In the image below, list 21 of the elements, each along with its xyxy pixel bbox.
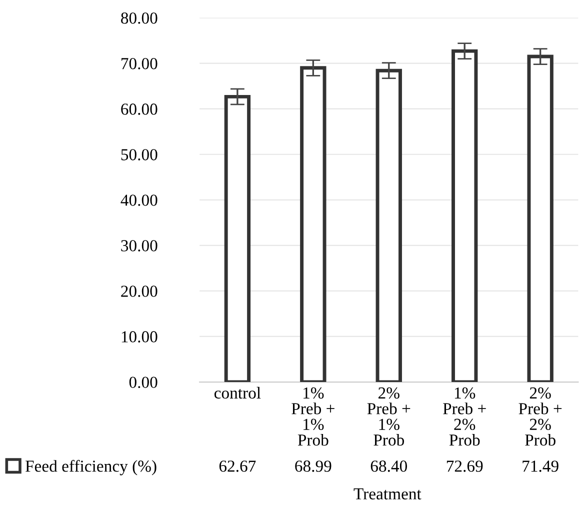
y-tick-label: 60.00 bbox=[121, 104, 158, 115]
data-label: 62.67 bbox=[219, 460, 256, 472]
data-label: 71.49 bbox=[522, 460, 558, 472]
legend-label: Feed efficiency (%) bbox=[25, 460, 156, 476]
data-label: 68.99 bbox=[295, 460, 332, 472]
y-tick-label: 30.00 bbox=[121, 240, 158, 252]
x-tick-label: 1% Preb + 2% Prob bbox=[443, 387, 486, 446]
y-tick-label: 50.00 bbox=[121, 149, 158, 160]
x-tick-label: 2% Preb + 2% Prob bbox=[518, 387, 562, 446]
y-tick-label: 20.00 bbox=[121, 286, 158, 297]
y-tick-label: 80.00 bbox=[121, 12, 158, 24]
y-tick-label: 10.00 bbox=[122, 331, 158, 343]
x-tick-label: control bbox=[214, 386, 261, 399]
x-tick-label: 1% Preb + 1% Prob bbox=[292, 387, 334, 446]
y-tick-label: 0.00 bbox=[129, 376, 158, 388]
y-tick-label: 70.00 bbox=[122, 58, 158, 70]
y-tick-label: 40.00 bbox=[120, 194, 158, 206]
data-label: 72.69 bbox=[446, 460, 483, 472]
data-label: 68.40 bbox=[370, 460, 407, 472]
x-tick-label: 2% Preb + 1% Prob bbox=[367, 387, 410, 446]
x-axis-title: Treatment bbox=[354, 488, 422, 500]
